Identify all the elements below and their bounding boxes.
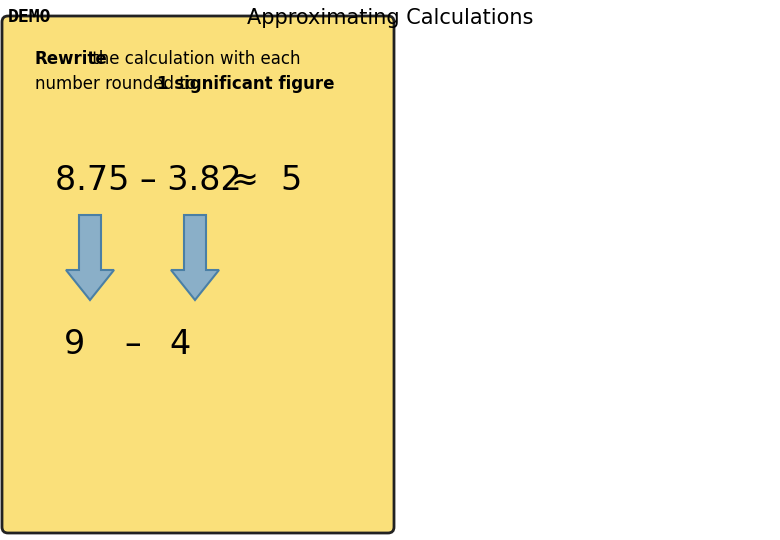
Text: 5: 5 <box>280 164 301 197</box>
Text: –: – <box>125 328 141 361</box>
Text: Approximating Calculations: Approximating Calculations <box>246 8 534 28</box>
Text: DEMO: DEMO <box>8 8 51 26</box>
Text: ≈: ≈ <box>230 164 258 197</box>
FancyBboxPatch shape <box>2 16 394 533</box>
Text: .: . <box>287 75 297 93</box>
Polygon shape <box>66 215 114 300</box>
Text: number rounded to: number rounded to <box>35 75 201 93</box>
Polygon shape <box>171 215 219 300</box>
Text: Rewrite: Rewrite <box>35 50 108 68</box>
Text: 1 significant figure: 1 significant figure <box>157 75 335 93</box>
Text: the calculation with each: the calculation with each <box>87 50 300 68</box>
Text: 9: 9 <box>65 328 86 361</box>
Text: 4: 4 <box>169 328 190 361</box>
Text: 8.75 – 3.82: 8.75 – 3.82 <box>55 164 242 197</box>
